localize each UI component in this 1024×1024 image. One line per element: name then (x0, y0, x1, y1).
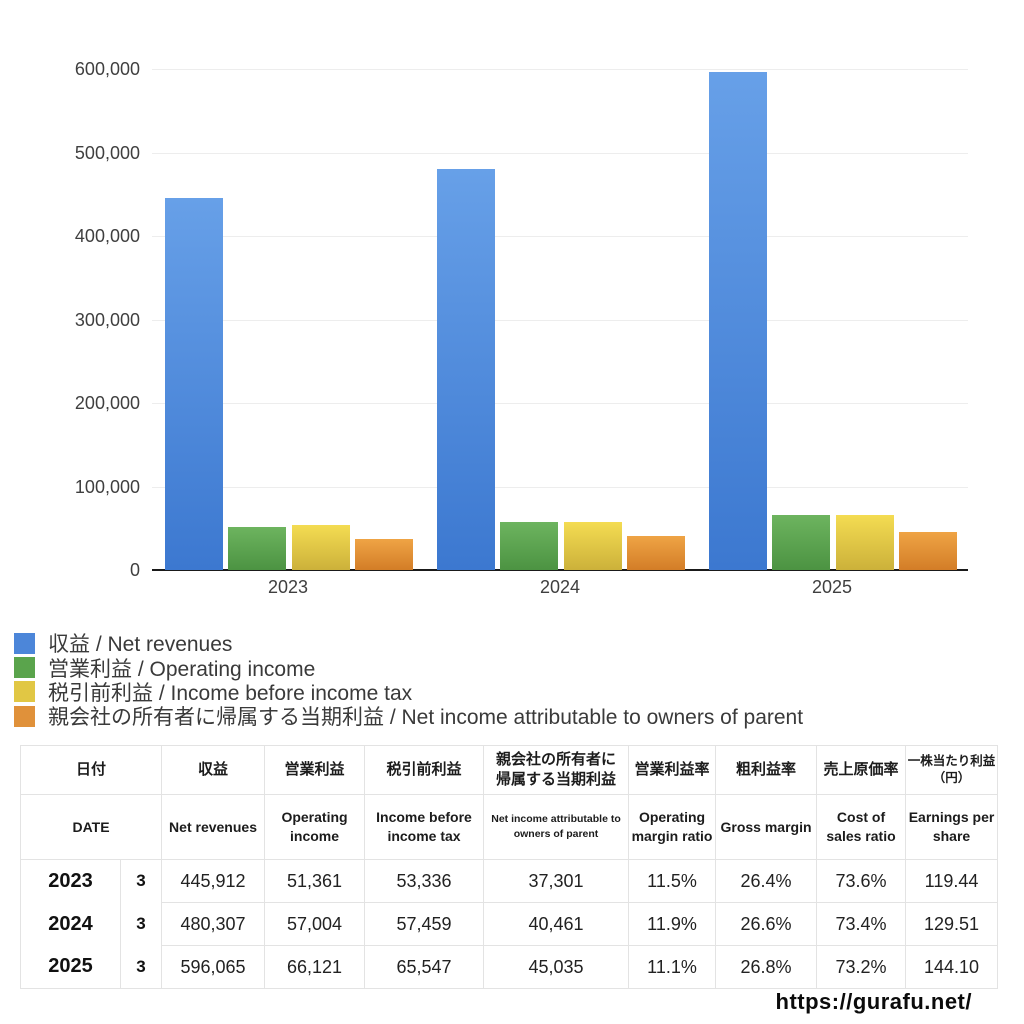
bar-2023-series-0 (165, 197, 223, 570)
value-cell: 480,307 (161, 902, 265, 946)
value-cell: 11.9% (628, 902, 716, 946)
value-cell: 37,301 (483, 859, 629, 903)
year-cell: 2024 (48, 912, 93, 935)
legend-item-3: 親会社の所有者に帰属する当期利益 / Net income attributab… (14, 704, 804, 730)
value-cell: 144.10 (905, 945, 998, 989)
table-header-row-ja: 日付 収益 営業利益 税引前利益 親会社の所有者に 帰属する当期利益 営業利益率 粗利益率売… (20, 745, 998, 795)
value-cell: 40,461 (483, 902, 629, 946)
legend-swatch-icon (14, 681, 35, 703)
value-cell: 11.5% (628, 859, 716, 903)
header-ja-cell: 税引前利益 (364, 745, 484, 795)
header-en-cell: Operating margin ratio (628, 794, 716, 860)
gridline (152, 69, 968, 70)
legend-label: 営業利益 / Operating income (48, 657, 316, 681)
value-cell: 73.4% (816, 902, 906, 946)
gridline (152, 403, 968, 404)
site-url: https://gurafu.net/ (775, 989, 972, 1014)
year-cell: 2025 (48, 955, 93, 978)
header-ja-cell: 親会社の所有者に 帰属する当期利益 (483, 745, 629, 795)
table-header-row-en: DATE Net revenues Operating income Income b… (20, 794, 998, 860)
value-cell: 119.44 (905, 859, 998, 903)
gridline (152, 152, 968, 154)
header-ja-cell: 一株当たり利益 （円） (905, 745, 998, 795)
value-cell: 73.6% (816, 859, 906, 903)
month-cell: 3 (119, 902, 162, 946)
header-ja-cell: 日付 (20, 745, 162, 795)
y-axis-tick-label: 400,000 (74, 226, 140, 246)
bar-2025-series-3 (898, 532, 957, 570)
value-cell: 45,035 (483, 945, 629, 989)
value-cell: 11.1% (628, 945, 716, 989)
bar-2023-series-1 (228, 527, 287, 570)
table-row: 2025 3 596,065 66,121 65,547 45,035 11.1% 26.8%… (21, 945, 998, 989)
bar-2024-series-2 (563, 522, 622, 570)
header-ja-cell: 営業利益率 (628, 745, 716, 795)
bar-2024-series-3 (626, 536, 685, 570)
value-cell: 73.2% (816, 945, 906, 989)
gridline (152, 486, 968, 488)
legend-label: 親会社の所有者に帰属する当期利益 / Net income attributab… (48, 706, 804, 730)
month-cell: 3 (119, 945, 162, 989)
legend-item-1: 営業利益 / Operating income (14, 655, 803, 681)
bar-2024-series-0 (437, 168, 495, 570)
legend-swatch-icon (14, 705, 35, 727)
header-en-cell: Net revenues (161, 794, 265, 860)
month-cell: 3 (119, 859, 162, 903)
header-en-cell: DATE (20, 794, 162, 860)
value-cell: 57,459 (364, 902, 484, 946)
gridline (152, 319, 968, 321)
value-cell: 26.6% (715, 902, 817, 946)
x-axis-line (152, 569, 968, 571)
header-ja-cell: 営業利益 (264, 745, 365, 795)
value-cell: 129.51 (905, 902, 998, 946)
header-en-cell: Earnings per share (905, 794, 998, 860)
value-cell: 26.8% (715, 945, 817, 989)
bar-2024-series-1 (500, 522, 559, 570)
header-ja-cell: 売上原価率 (816, 745, 906, 795)
table-row: 2024 3 480,307 57,004 57,459 40,461 11.9% 26.6%… (21, 902, 998, 946)
legend-label: 収益 / Net revenues (48, 633, 233, 657)
x-axis-tick-label: 2025 (811, 577, 853, 597)
legend-swatch-icon (14, 657, 35, 679)
legend-label: 税引前利益 / Income before income tax (48, 681, 413, 705)
y-axis-tick-label: 0 (129, 560, 140, 580)
header-en-cell: Operating income (264, 794, 365, 860)
bar-2023-series-3 (354, 538, 413, 570)
y-axis-tick-label: 100,000 (74, 476, 140, 497)
x-axis-tick-label: 2024 (539, 577, 581, 597)
y-axis-tick-label: 600,000 (74, 59, 140, 79)
y-axis-tick-label: 200,000 (74, 393, 140, 413)
gridline (152, 236, 968, 237)
value-cell: 65,547 (364, 945, 484, 989)
legend-swatch-icon (14, 632, 35, 654)
header-ja-cell: 粗利益率 (715, 745, 817, 795)
financial-data-table: 日付 収益 営業利益 税引前利益 親会社の所有者に 帰属する当期利益 営業利益率 粗利益率売… (20, 745, 999, 989)
header-en-cell: Cost of sales ratio (816, 794, 906, 860)
value-cell: 57,004 (264, 902, 365, 946)
y-axis-tick-label: 300,000 (74, 309, 140, 330)
x-axis-tick-label: 2023 (267, 577, 309, 597)
chart-legend: 収益 / Net revenues 営業利益 / Operating income… (14, 631, 803, 729)
legend-item-0: 収益 / Net revenues (14, 631, 803, 657)
bar-chart: 0 100,000 200,000 300,000 400,000 500,000 600,… (74, 59, 968, 597)
value-cell: 596,065 (161, 945, 265, 989)
bar-2025-series-0 (709, 72, 767, 570)
bar-2023-series-2 (291, 525, 350, 570)
y-axis-tick-label: 500,000 (74, 142, 140, 163)
value-cell: 53,336 (364, 859, 484, 903)
value-cell: 51,361 (264, 859, 365, 903)
header-en-cell: Gross margin (715, 794, 817, 860)
header-en-cell: Net income attributable to owners of par… (483, 794, 629, 860)
header-en-cell: Income before income tax (364, 794, 484, 860)
bar-2025-series-1 (772, 514, 831, 570)
bar-2025-series-2 (835, 515, 894, 570)
legend-item-2: 税引前利益 / Income before income tax (14, 680, 803, 705)
value-cell: 445,912 (161, 859, 265, 903)
year-cell: 2023 (48, 869, 93, 892)
value-cell: 26.4% (715, 859, 817, 903)
header-ja-cell: 収益 (161, 745, 265, 795)
value-cell: 66,121 (264, 945, 365, 989)
table-row: 2023 3 445,912 51,361 53,336 37,301 11.5% 26.4%… (21, 859, 998, 903)
